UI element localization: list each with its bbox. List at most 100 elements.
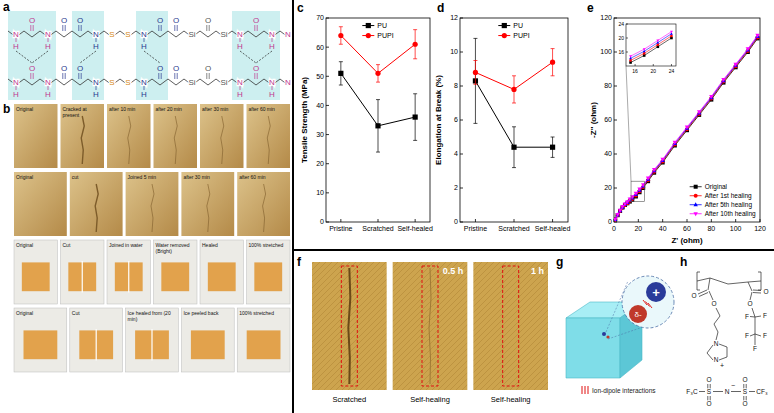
- x-tick-label: 80: [707, 225, 715, 232]
- y-tick-label: 50: [316, 73, 324, 80]
- y-tick-label: 70: [316, 14, 324, 21]
- x-tick-label: Self-healed: [397, 225, 433, 232]
- cation-label: +: [652, 285, 660, 300]
- bond: [750, 292, 752, 300]
- atom: O: [173, 64, 179, 73]
- y-tick-label: 60: [316, 44, 324, 51]
- marker: [643, 48, 646, 51]
- marker: [629, 59, 632, 62]
- legend-label: PU: [513, 22, 523, 29]
- crack: [221, 116, 224, 164]
- y-tick-label: 20: [618, 35, 624, 41]
- atom: Si: [220, 78, 227, 87]
- atom: O: [29, 64, 35, 73]
- legend: OriginalAfter 1st healingAfter 5th heali…: [690, 183, 756, 218]
- marker: [473, 70, 478, 75]
- y-tick: [614, 154, 617, 155]
- marker: [630, 195, 634, 199]
- marker: [634, 192, 638, 196]
- marker: [660, 158, 664, 162]
- caption: after 60 min: [249, 106, 276, 112]
- error-bar: [339, 27, 343, 44]
- legend-marker: [693, 212, 697, 216]
- highlight: [248, 11, 280, 100]
- y-tick: [614, 188, 617, 189]
- atom: O: [29, 16, 35, 25]
- gel-front: [566, 318, 620, 378]
- photo: [247, 240, 291, 304]
- plot-frame: [614, 18, 760, 222]
- photo: [70, 308, 123, 372]
- photo: [473, 262, 548, 390]
- y-tick-label: 120: [600, 14, 612, 21]
- error-bar: [376, 65, 380, 82]
- panel-letter: a: [3, 0, 10, 14]
- plot-data: [338, 27, 417, 152]
- atom: N: [714, 340, 719, 347]
- atom: N: [269, 78, 275, 87]
- cut-line: [96, 329, 97, 360]
- panel-letter: e: [587, 1, 594, 15]
- marker: [550, 60, 555, 65]
- caption-line: after 10 min: [109, 106, 136, 112]
- chart-c: 010203040506070PristineScratchedSelf-hea…: [300, 14, 433, 232]
- error-bar: [551, 49, 555, 76]
- y-tick: [460, 188, 463, 189]
- y-tick-label: 8: [454, 82, 458, 89]
- y-tick-label: 12: [450, 14, 458, 21]
- atom: N: [93, 30, 99, 39]
- atom: H: [45, 42, 51, 51]
- marker: [375, 71, 380, 76]
- atom: H: [141, 90, 147, 99]
- atom: O: [77, 64, 83, 73]
- y-tick: [326, 105, 329, 106]
- photo: [61, 104, 105, 168]
- zoom-line: [608, 328, 640, 339]
- x-tick: [653, 64, 654, 66]
- caption: Cut: [63, 242, 71, 248]
- caption-line: Original: [16, 310, 33, 316]
- photo: [14, 240, 58, 304]
- marker: [413, 42, 418, 47]
- marker: [643, 52, 646, 55]
- photo: [393, 262, 468, 390]
- marker: [746, 47, 750, 51]
- y-tick-label: 0: [454, 218, 458, 225]
- atom: S: [125, 30, 130, 39]
- caption: 100% stretched: [249, 242, 284, 248]
- y-tick-label: 0: [320, 218, 324, 225]
- bond: [207, 73, 209, 79]
- scratch: [348, 268, 350, 384]
- marker: [652, 168, 656, 172]
- marker: [634, 192, 638, 196]
- hydrogen-bond: [256, 51, 272, 63]
- marker: [733, 63, 737, 67]
- marker: [685, 126, 689, 130]
- caption-line: Cut: [63, 242, 71, 248]
- photo: [14, 104, 58, 168]
- caption: after 20 min: [156, 106, 183, 112]
- hydrogen-bond: [16, 51, 32, 63]
- atom: N: [285, 78, 291, 87]
- bond: [255, 73, 257, 79]
- y-tick: [326, 222, 329, 223]
- marker: [629, 55, 632, 58]
- caption: Ice healed from (20min): [128, 310, 171, 322]
- x-tick-label: 0: [612, 225, 616, 232]
- marker: [673, 141, 677, 145]
- bond: [31, 73, 33, 79]
- hydrogen-bond: [144, 51, 160, 63]
- atom: N: [141, 78, 147, 87]
- panel-a: NHONHOONHSSNHOOSiOSiNHONHNNHONHOONHSSNHO…: [8, 11, 291, 100]
- marker: [656, 39, 659, 42]
- marker: [550, 145, 555, 150]
- film: [208, 262, 236, 291]
- atom: N: [237, 30, 243, 39]
- caption: cut: [72, 174, 79, 180]
- bond: [697, 278, 761, 284]
- marker: [620, 205, 624, 209]
- bond: [79, 25, 81, 31]
- atom: O: [157, 64, 163, 73]
- atom: F₃C: [686, 388, 698, 395]
- film: [191, 330, 225, 359]
